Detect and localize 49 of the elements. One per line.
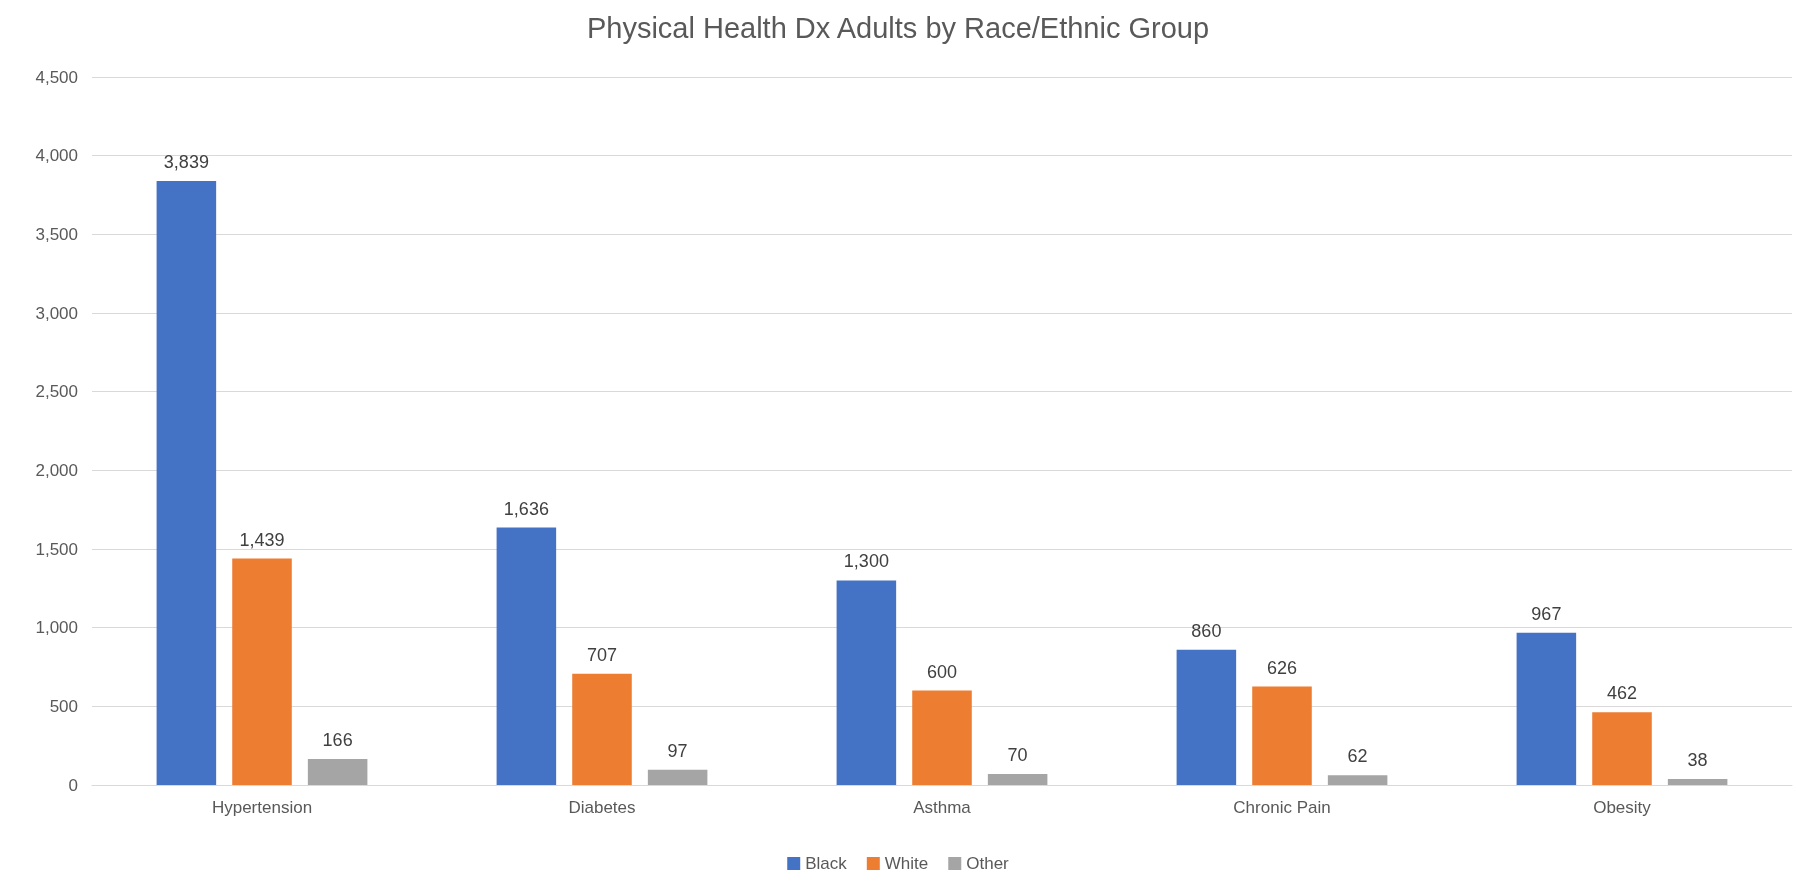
data-label: 38 — [1687, 750, 1708, 771]
bar — [987, 773, 1048, 785]
bar — [836, 580, 897, 785]
data-label: 967 — [1531, 603, 1562, 624]
data-label: 860 — [1191, 620, 1222, 641]
x-tick-label: Obesity — [1593, 798, 1652, 817]
legend-label: Other — [966, 854, 1010, 873]
y-tick-label: 500 — [49, 696, 78, 716]
legend-label: Black — [805, 854, 848, 873]
x-tick-label: Diabetes — [568, 798, 636, 817]
legend-label: White — [884, 854, 929, 873]
data-label: 707 — [586, 644, 618, 665]
data-label: 626 — [1266, 657, 1298, 678]
bar — [1667, 779, 1728, 785]
x-tick-label: Asthma — [913, 798, 972, 817]
data-label: 1,300 — [843, 551, 889, 572]
y-tick-label: 1,000 — [35, 618, 78, 638]
y-tick-label: 4,000 — [35, 146, 78, 166]
y-tick-label: 2,500 — [35, 382, 78, 402]
bar — [156, 181, 217, 785]
data-label: 600 — [926, 661, 958, 682]
bar — [1516, 632, 1577, 785]
x-tick-label: Chronic Pain — [1233, 798, 1331, 817]
data-label: 462 — [1606, 683, 1638, 704]
bar — [912, 690, 972, 785]
y-tick-label: 0 — [68, 775, 78, 795]
x-tick-label: Hypertension — [211, 798, 313, 817]
data-label: 62 — [1347, 746, 1368, 767]
data-label: 1,636 — [503, 498, 549, 519]
data-label: 70 — [1007, 744, 1028, 765]
y-tick-label: 2,000 — [35, 460, 78, 480]
bar — [647, 769, 708, 785]
bar — [1592, 712, 1652, 785]
y-tick-label: 3,500 — [35, 224, 78, 244]
bar — [496, 527, 557, 785]
data-label: 97 — [667, 740, 688, 761]
bar — [1252, 686, 1312, 785]
bar — [307, 758, 368, 785]
data-label: 166 — [322, 729, 353, 750]
bar — [232, 558, 292, 785]
chart-title: Physical Health Dx Adults by Race/Ethnic Group — [586, 11, 1210, 44]
bar — [1327, 775, 1388, 785]
y-tick-label: 1,500 — [35, 539, 78, 559]
bar — [1176, 649, 1237, 785]
y-tick-label: 3,000 — [35, 303, 78, 323]
data-label: 3,839 — [163, 152, 209, 172]
bar — [572, 673, 632, 785]
y-tick-label: 4,500 — [35, 67, 78, 87]
data-label: 1,439 — [239, 529, 285, 550]
